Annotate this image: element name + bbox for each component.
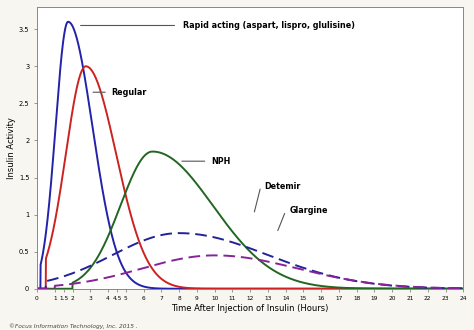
Text: Regular: Regular — [111, 88, 147, 97]
Text: Detemir: Detemir — [264, 182, 301, 191]
Text: Glargine: Glargine — [289, 206, 328, 215]
Text: ©Focus Information Technology, Inc. 2015 .: ©Focus Information Technology, Inc. 2015… — [9, 324, 138, 329]
X-axis label: Time After Injection of Insulin (Hours): Time After Injection of Insulin (Hours) — [172, 304, 329, 313]
Y-axis label: Insulin Activity: Insulin Activity — [7, 117, 16, 179]
Text: NPH: NPH — [211, 157, 230, 166]
Text: Rapid acting (aspart, lispro, glulisine): Rapid acting (aspart, lispro, glulisine) — [182, 21, 355, 30]
